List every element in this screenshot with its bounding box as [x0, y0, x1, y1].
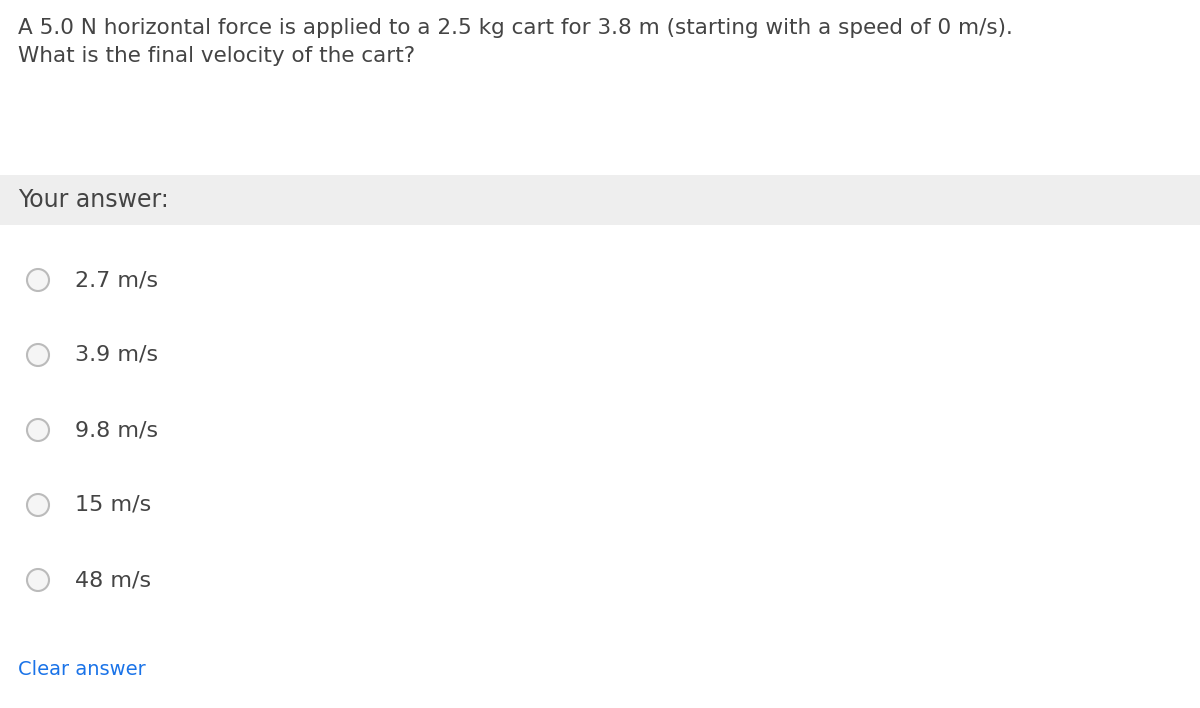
Text: A 5.0 N horizontal force is applied to a 2.5 kg cart for 3.8 m (starting with a : A 5.0 N horizontal force is applied to a… — [18, 18, 1013, 38]
Ellipse shape — [28, 494, 49, 516]
Text: 48 m/s: 48 m/s — [74, 570, 151, 590]
Ellipse shape — [28, 569, 49, 591]
Text: Clear answer: Clear answer — [18, 660, 145, 679]
FancyBboxPatch shape — [0, 175, 1200, 225]
Text: What is the final velocity of the cart?: What is the final velocity of the cart? — [18, 46, 415, 66]
Text: 3.9 m/s: 3.9 m/s — [74, 345, 158, 365]
Text: Your answer:: Your answer: — [18, 188, 169, 212]
Ellipse shape — [28, 269, 49, 291]
Text: 9.8 m/s: 9.8 m/s — [74, 420, 158, 440]
Ellipse shape — [28, 344, 49, 366]
Text: 15 m/s: 15 m/s — [74, 495, 151, 515]
Ellipse shape — [28, 419, 49, 441]
Text: 2.7 m/s: 2.7 m/s — [74, 270, 158, 290]
